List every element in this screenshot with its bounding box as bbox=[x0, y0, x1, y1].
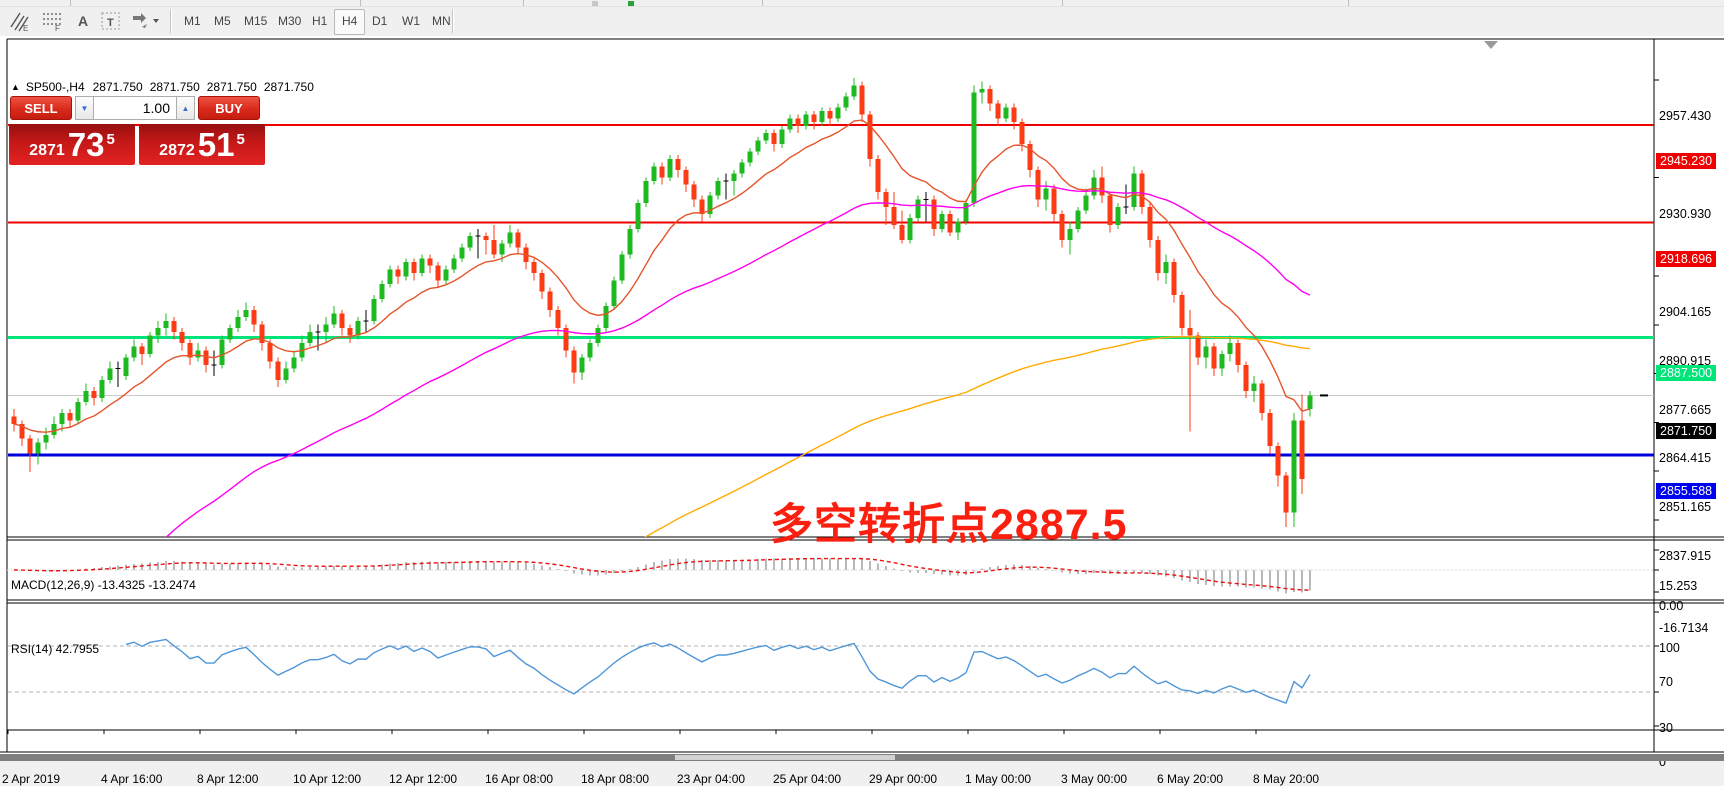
low-value: 2871.750 bbox=[206, 80, 257, 94]
toolbar-fragment bbox=[360, 0, 361, 6]
text-tool-icon[interactable]: T bbox=[98, 9, 124, 33]
buy-button[interactable]: BUY bbox=[198, 96, 260, 120]
toolbar-fragment bbox=[1062, 0, 1063, 6]
time-axis-label: 25 Apr 04:00 bbox=[773, 772, 842, 786]
ask-price-button[interactable]: 2872 51 5 bbox=[139, 124, 265, 165]
price-axis-label: 2930.930 bbox=[1659, 206, 1712, 221]
current-price-label: 2871.750 bbox=[1656, 423, 1717, 440]
collapse-arrow-icon[interactable]: ▲ bbox=[11, 82, 20, 92]
timeframe-button-h4[interactable]: H4 bbox=[334, 9, 366, 35]
bid-price-button[interactable]: 2871 73 5 bbox=[9, 124, 135, 165]
toolbar-fragment bbox=[523, 0, 524, 6]
rsi-axis-label: 70 bbox=[1659, 675, 1673, 690]
timeframe-button-m15[interactable]: M15 bbox=[244, 14, 268, 28]
sell-button[interactable]: SELL bbox=[10, 96, 72, 120]
time-axis-label: 4 Apr 16:00 bbox=[101, 772, 163, 786]
high-value: 2871.750 bbox=[149, 80, 200, 94]
toolbar-fragment-icon bbox=[592, 1, 598, 6]
price-axis-label: 2855.588 bbox=[1656, 482, 1717, 499]
dropdown-caret-icon bbox=[153, 19, 159, 23]
price-axis-label: 2887.500 bbox=[1656, 365, 1717, 382]
time-axis-label: 2 Apr 2019 bbox=[2, 772, 61, 786]
svg-text:T: T bbox=[107, 17, 114, 29]
price-axis-label: 2945.230 bbox=[1656, 152, 1717, 169]
close-value: 2871.750 bbox=[263, 80, 314, 94]
time-axis-label: 3 May 00:00 bbox=[1061, 772, 1128, 786]
time-axis-label: 8 Apr 12:00 bbox=[197, 772, 259, 786]
time-axis-label: 1 May 00:00 bbox=[965, 772, 1032, 786]
scrollbar-thumb[interactable] bbox=[675, 755, 895, 760]
bid-prefix: 2871 bbox=[29, 142, 65, 159]
horizontal-scrollbar bbox=[0, 754, 1724, 761]
time-axis-label: 6 May 20:00 bbox=[1157, 772, 1224, 786]
bid-pip-digit: 5 bbox=[106, 131, 115, 148]
volume-stepper: ▼ 1.00 ▲ bbox=[75, 96, 195, 120]
rsi-indicator-label: RSI(14) 42.7955 bbox=[11, 642, 100, 656]
price-axis-label: 2918.696 bbox=[1656, 250, 1717, 267]
volume-increase-button[interactable]: ▲ bbox=[176, 96, 195, 120]
toolbar-fragment bbox=[762, 0, 763, 6]
chart-ohlc-header: ▲ SP500-,H4 2871.750 2871.750 2871.750 2871.7… bbox=[11, 80, 321, 94]
equidistant-channel-icon[interactable]: E bbox=[8, 9, 34, 33]
price-axis-label: 2851.165 bbox=[1659, 500, 1712, 515]
macd-indicator-label: MACD(12,26,9) -13.4325 -13.2474 bbox=[11, 578, 196, 592]
time-axis-label: 29 Apr 00:00 bbox=[869, 772, 938, 786]
fibonacci-retracement-icon[interactable]: F bbox=[40, 9, 66, 33]
toolbar-fragment-icon bbox=[628, 1, 634, 6]
time-axis-label: 10 Apr 12:00 bbox=[293, 772, 362, 786]
svg-text:F: F bbox=[55, 24, 60, 32]
timeframe-button-h1[interactable]: H1 bbox=[312, 14, 328, 28]
time-axis-label: 16 Apr 08:00 bbox=[485, 772, 554, 786]
timeframe-button-d1[interactable]: D1 bbox=[372, 14, 388, 28]
hidden-toolbar-row bbox=[0, 0, 1724, 7]
time-axis-label: 18 Apr 08:00 bbox=[581, 772, 650, 786]
price-axis-label: 2904.165 bbox=[1659, 305, 1712, 320]
macd-axis-label: -16.7134 bbox=[1659, 620, 1709, 635]
timeframe-button-m5[interactable]: M5 bbox=[214, 14, 231, 28]
timeframe-button-m1[interactable]: M1 bbox=[184, 14, 201, 28]
time-axis-label: 12 Apr 12:00 bbox=[389, 772, 458, 786]
toolbar-separator bbox=[170, 9, 172, 33]
volume-decrease-button[interactable]: ▼ bbox=[75, 96, 94, 120]
ask-pip-digit: 5 bbox=[236, 131, 245, 148]
toolbar-fragment bbox=[1348, 0, 1349, 6]
price-axis-label: 2864.415 bbox=[1659, 451, 1712, 466]
price-axis-label: 2877.665 bbox=[1659, 402, 1712, 417]
symbol-timeframe: SP500-,H4 bbox=[25, 80, 85, 94]
time-axis-label: 8 May 20:00 bbox=[1253, 772, 1320, 786]
ask-big-digits: 51 bbox=[197, 126, 235, 163]
rsi-axis-label: 30 bbox=[1659, 720, 1673, 735]
chart-window: ▲ SP500-,H4 2871.750 2871.750 2871.750 2871.7… bbox=[0, 36, 1724, 786]
timeframe-button-mn[interactable]: MN bbox=[432, 14, 451, 28]
chart-toolbar: E F A T M1 M5 M15 M30 H1 H4 D1 W1 MN bbox=[0, 7, 1724, 37]
toolbar-fragment bbox=[70, 0, 71, 6]
bid-big-digits: 73 bbox=[67, 126, 105, 163]
macd-axis-label: 0.00 bbox=[1659, 599, 1684, 613]
price-chart-canvas[interactable] bbox=[0, 36, 1724, 761]
macd-axis-label: 15.253 bbox=[1659, 579, 1698, 593]
toolbar-separator bbox=[452, 9, 454, 33]
price-axis-label: 2837.915 bbox=[1659, 548, 1712, 563]
time-axis-label: 23 Apr 04:00 bbox=[677, 772, 746, 786]
svg-text:E: E bbox=[23, 24, 28, 32]
rsi-axis-label: 100 bbox=[1659, 641, 1680, 655]
open-value: 2871.750 bbox=[92, 80, 143, 94]
timeframe-button-w1[interactable]: W1 bbox=[402, 14, 420, 28]
volume-value[interactable]: 1.00 bbox=[94, 96, 176, 120]
price-axis-label: 2957.430 bbox=[1659, 109, 1712, 123]
timeframe-button-m30[interactable]: M30 bbox=[278, 14, 302, 28]
text-label-icon[interactable]: A bbox=[77, 13, 89, 29]
chart-text-annotation: 多空转折点2887.5 bbox=[770, 501, 1128, 549]
ask-prefix: 2872 bbox=[159, 142, 195, 159]
price-axis-label: 2890.915 bbox=[1659, 353, 1712, 368]
arrow-tools-icon[interactable] bbox=[128, 9, 162, 33]
